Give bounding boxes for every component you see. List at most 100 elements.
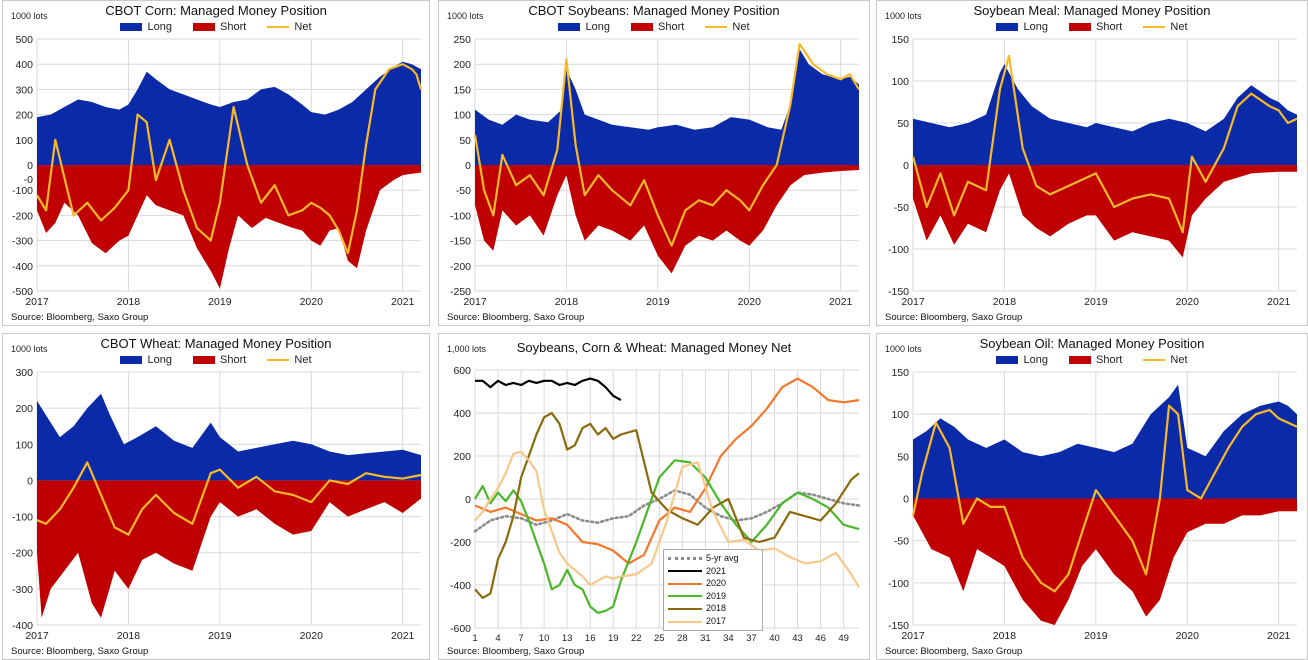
chart-panel-corn: 500 400 300 200 100 0 -0 -100 -200 -300 -400 -500 20… [2, 0, 430, 326]
chart-panel-wheat: 300 200 100 0 -100 -200 -300 -400 2017 2018 2019 20… [2, 333, 430, 660]
y-tick-label: 200 [453, 59, 471, 71]
x-tick-label: 2021 [391, 630, 415, 642]
legend-2021-label: 2021 [706, 565, 727, 576]
x-tick-label: 2020 [300, 296, 324, 308]
source-note: Source: Bloomberg, Saxo Group [11, 312, 149, 323]
legend-net: Net [1143, 21, 1188, 34]
legend-long: Long [996, 354, 1048, 366]
y-unit-label: 1000 lots [885, 11, 922, 21]
panel-title: Soybean Oil: Managed Money Position [979, 336, 1205, 351]
legend-net: Net [705, 21, 750, 33]
y-tick-label: 50 [459, 135, 471, 147]
legend-short: Short [631, 21, 684, 33]
x-tick-label: 46 [815, 633, 826, 644]
series-line-2017 [474, 450, 860, 588]
legend-short-label: Short [658, 21, 685, 34]
x-tick-label: 16 [585, 633, 596, 644]
y-tick-label: -50 [894, 536, 909, 548]
x-tick-label: 25 [654, 633, 665, 644]
short-area [475, 165, 859, 274]
long-area [913, 64, 1297, 165]
legend: Long Short Net [877, 354, 1307, 366]
legend-2018: 2018 [668, 602, 758, 615]
year-legend: 5-yr avg 2021 2020 2019 2018 2017 [663, 549, 763, 631]
legend-long-label: Long [1023, 21, 1048, 34]
y-tick-label: 200 [15, 110, 33, 122]
y-tick-label: 100 [891, 76, 909, 88]
series-line-2020 [474, 377, 860, 565]
y-tick-label: 0 [465, 160, 471, 172]
legend-5yr-avg: 5-yr avg [668, 552, 758, 565]
legend-short: Short [1069, 354, 1122, 366]
legend-net-label: Net [1170, 21, 1188, 34]
y-tick-label: 0 [903, 494, 909, 506]
y-tick-label: 150 [891, 367, 909, 379]
source-note: Source: Bloomberg, Saxo Group [885, 312, 1023, 323]
series-line-2021 [475, 377, 622, 402]
corn-plot: 5004003002001000-0-100-200-300-400-50020… [12, 34, 423, 308]
y-tick-label: 0 [27, 160, 33, 172]
legend-2021: 2021 [668, 565, 758, 578]
legend: Long Short Net [439, 21, 869, 33]
long-area [913, 384, 1297, 499]
source-note: Source: Bloomberg, Saxo Group [11, 646, 149, 657]
legend: Long Short Net [3, 21, 429, 33]
legend-2017-label: 2017 [706, 615, 727, 626]
long-area [37, 61, 421, 166]
y-tick-label: 100 [453, 110, 471, 122]
x-tick-label: 37 [746, 633, 757, 644]
x-tick-label: 2018 [117, 296, 141, 308]
y-tick-label: 200 [15, 403, 33, 415]
legend-net-label: Net [1170, 354, 1188, 367]
y-tick-label: -0 [24, 174, 33, 186]
source-note: Source: Bloomberg, Saxo Group [447, 646, 585, 657]
legend-net: Net [1143, 354, 1188, 367]
y-tick-label: 50 [897, 118, 909, 130]
x-tick-label: 2021 [1267, 296, 1291, 308]
legend-short-label: Short [1096, 354, 1123, 367]
y-tick-label: 50 [897, 451, 909, 463]
net-line [36, 461, 422, 536]
x-tick-label: 1 [472, 633, 477, 644]
y-tick-label: -500 [12, 286, 33, 298]
long-area [37, 393, 421, 481]
x-tick-label: 2020 [1176, 630, 1200, 642]
legend-2020: 2020 [668, 577, 758, 590]
legend-long: Long [120, 354, 172, 366]
y-tick-label: 150 [891, 34, 909, 46]
legend-long: Long [120, 21, 172, 34]
legend-2017: 2017 [668, 615, 758, 628]
y-tick-label: -400 [12, 261, 33, 273]
y-tick-label: 400 [453, 408, 471, 420]
x-tick-label: 31 [700, 633, 711, 644]
legend-long: Long [558, 21, 610, 33]
short-area [913, 165, 1297, 258]
x-tick-label: 7 [518, 633, 523, 644]
net-line [473, 42, 860, 247]
x-tick-label: 2021 [391, 296, 415, 308]
x-tick-label: 2019 [208, 630, 232, 642]
y-tick-label: 0 [465, 494, 471, 506]
x-tick-label: 43 [792, 633, 803, 644]
x-tick-label: 2018 [993, 630, 1017, 642]
x-tick-label: 22 [631, 633, 642, 644]
x-tick-label: 2017 [463, 296, 487, 308]
y-tick-label: -150 [888, 286, 909, 298]
x-tick-label: 2019 [208, 296, 232, 308]
y-tick-label: -100 [450, 210, 471, 222]
series-line-2019 [474, 459, 860, 614]
y-tick-label: 0 [903, 160, 909, 172]
y-tick-label: -200 [450, 261, 471, 273]
legend: Long Short Net [3, 354, 429, 366]
y-tick-label: -50 [894, 202, 909, 214]
legend-5yr-avg-label: 5-yr avg [706, 553, 739, 563]
legend-long-label: Long [147, 21, 172, 34]
y-tick-label: -150 [888, 620, 909, 632]
y-tick-label: 100 [15, 439, 33, 451]
y-tick-label: -300 [12, 236, 33, 248]
chart-panel-soybean-oil: 150 100 50 0 -50 -100 -150 2017 2018 2019 2020 2021… [876, 333, 1308, 660]
